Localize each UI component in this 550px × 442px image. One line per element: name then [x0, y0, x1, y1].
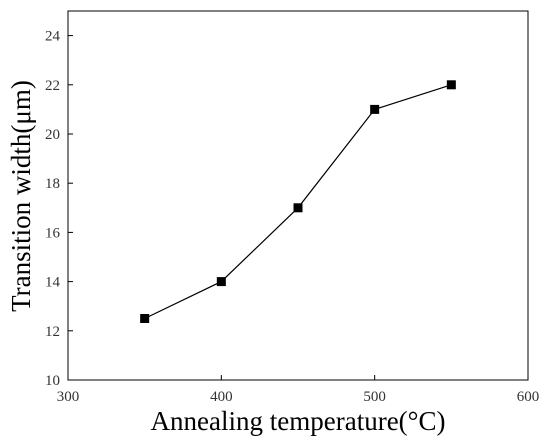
x-tick-label: 400: [210, 389, 233, 405]
data-point: [140, 314, 150, 323]
y-axis-title: Transition width(μm): [6, 80, 36, 312]
data-point: [293, 203, 303, 213]
plot-frame: [67, 10, 529, 381]
y-tick-label: 22: [45, 78, 60, 94]
x-tick-label: 600: [517, 389, 540, 405]
series-line: [144, 84, 452, 320]
y-tick-label: 12: [45, 324, 60, 340]
data-point: [370, 104, 380, 114]
y-tick-label: 16: [45, 225, 61, 241]
y-tick-label: 18: [45, 176, 60, 192]
y-tick-label: 20: [45, 127, 60, 143]
data-point: [446, 80, 456, 90]
x-axis-ticks: 300 400 500 600: [57, 375, 540, 405]
x-axis-title: Annealing temperature(°C): [151, 406, 446, 436]
y-axis-ticks: 10 12 14 16 18 20 22 24: [45, 29, 73, 389]
x-tick-label: 300: [57, 389, 80, 405]
y-tick-label: 14: [45, 275, 61, 291]
y-tick-label: 10: [45, 373, 60, 389]
y-tick-label: 24: [45, 29, 61, 45]
series-layer: [140, 80, 456, 323]
x-tick-label: 500: [363, 389, 386, 405]
data-point: [216, 277, 226, 287]
